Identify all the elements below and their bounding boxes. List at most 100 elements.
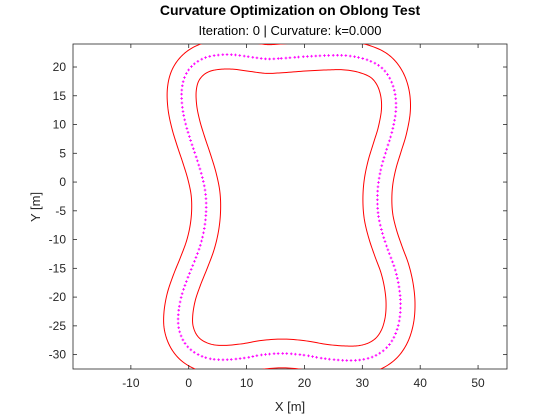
centerline-point [391, 260, 394, 264]
centerline-point [357, 56, 360, 59]
centerline-point [251, 55, 255, 59]
axes-box [72, 43, 508, 370]
centerline-point [294, 352, 297, 356]
centerline-point [280, 57, 283, 60]
centerline-point [361, 57, 365, 60]
centerline-point [358, 358, 361, 362]
centerline-point [234, 53, 237, 57]
centerline-point [377, 63, 380, 67]
centerline-point [391, 84, 395, 88]
centerline-point [376, 185, 380, 189]
centerline-point [177, 326, 180, 329]
centerline-point [225, 53, 229, 56]
y-tick-label: -10 [49, 233, 67, 247]
centerline-point [196, 252, 199, 255]
centerline-point [366, 357, 370, 360]
centerline-point [380, 228, 383, 231]
centerline-point [204, 193, 207, 196]
centerline-point [389, 256, 393, 260]
centerline-point [179, 296, 183, 299]
centerline-point [388, 343, 391, 346]
centerline-point [380, 66, 384, 70]
centerline-point [202, 231, 205, 235]
centerline-point [187, 68, 190, 72]
centerline-point [374, 354, 378, 357]
centerline-point [208, 357, 212, 361]
centerline-point [382, 236, 386, 240]
centerline-point [181, 110, 185, 113]
centerline-point [185, 72, 188, 75]
centerline-point [377, 215, 380, 218]
centerline-point [390, 131, 394, 134]
centerline-point [189, 139, 192, 142]
centerline-point [191, 264, 195, 267]
centerline-point [186, 345, 190, 349]
centerline-point [345, 359, 349, 362]
centerline-point [230, 53, 233, 57]
centerline-point [331, 54, 335, 57]
centerline-point [285, 352, 289, 355]
centerline-point [202, 227, 206, 230]
centerline-point [225, 358, 229, 361]
centerline-point [176, 317, 180, 321]
centerline-point [341, 358, 344, 362]
inner-boundary-line [192, 68, 387, 347]
x-tick-label: 0 [185, 376, 192, 390]
y-tick-label: -5 [55, 204, 66, 218]
centerline-point [189, 348, 193, 352]
centerline-point [188, 272, 191, 275]
y-axis-ticks: -30 -25 -20 -15 -10 -5 0 5 10 15 20 [49, 60, 507, 362]
centerline-point [185, 280, 188, 283]
x-tick-label: 30 [356, 376, 370, 390]
centerline-point [200, 239, 203, 243]
centerline-point [378, 172, 382, 176]
centerline-point [229, 358, 233, 361]
centerline-point [392, 264, 396, 268]
centerline-point [383, 69, 387, 73]
centerline-point [181, 80, 185, 84]
centerline-point [177, 305, 181, 308]
centerline-point [204, 210, 208, 213]
centerline-point [307, 354, 310, 358]
centerline-point [381, 160, 385, 163]
centerline-point [204, 356, 208, 359]
centerline-point [394, 106, 398, 109]
centerline-point [200, 57, 204, 61]
centerline-point [186, 275, 190, 279]
centerline-point [385, 244, 388, 248]
centerline-point [264, 353, 267, 356]
centerline-point [301, 55, 305, 59]
centerline-point [217, 358, 220, 361]
x-tick-label: 50 [471, 376, 485, 390]
centerline-point [189, 268, 193, 271]
centerline-point [198, 167, 202, 171]
centerline-point [200, 355, 204, 358]
centerline-point [399, 298, 402, 301]
centerline-point [196, 353, 200, 356]
centerline-point [272, 352, 276, 356]
centerline-point [390, 80, 393, 84]
centerline-point [242, 356, 246, 360]
centerline-point [315, 356, 318, 359]
centerline-point [398, 315, 402, 319]
centerline-point [238, 54, 242, 57]
centerline-point [204, 197, 208, 201]
outer-boundary-line [163, 44, 416, 369]
centerline-point [190, 143, 194, 147]
chart-title: Curvature Optimization on Oblong Test [160, 2, 421, 18]
centerline-point [377, 181, 380, 184]
centerline-point [395, 328, 399, 331]
centerline-point [199, 171, 203, 175]
centerline-point [373, 61, 377, 65]
centerline-point [260, 353, 263, 357]
centerline-point [203, 222, 207, 226]
centerline-point [234, 357, 238, 361]
centerline-point [178, 300, 182, 304]
centerline-point [378, 351, 382, 355]
centerline-point [389, 135, 392, 139]
centerline-point [399, 302, 402, 306]
centerline-point [186, 130, 190, 134]
centerline-point [306, 55, 309, 58]
centerline-point [183, 284, 187, 287]
